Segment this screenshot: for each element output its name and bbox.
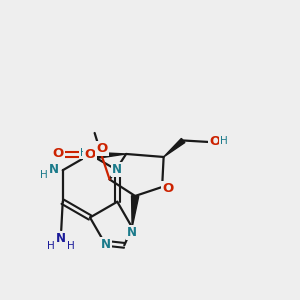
Text: O: O: [162, 182, 173, 195]
Text: H: H: [67, 241, 75, 251]
Polygon shape: [164, 138, 185, 157]
Text: H: H: [40, 170, 48, 180]
Text: N: N: [49, 163, 59, 176]
Text: N: N: [56, 232, 66, 245]
Text: O: O: [209, 135, 220, 148]
Text: O: O: [85, 148, 96, 161]
Text: N: N: [127, 226, 137, 239]
Text: N: N: [101, 238, 111, 250]
Polygon shape: [96, 152, 126, 158]
Text: H: H: [220, 136, 227, 146]
Text: H: H: [80, 148, 87, 158]
Text: N: N: [112, 163, 122, 176]
Text: O: O: [52, 147, 64, 161]
Text: H: H: [47, 241, 55, 251]
Text: O: O: [97, 142, 108, 155]
Polygon shape: [131, 196, 139, 227]
